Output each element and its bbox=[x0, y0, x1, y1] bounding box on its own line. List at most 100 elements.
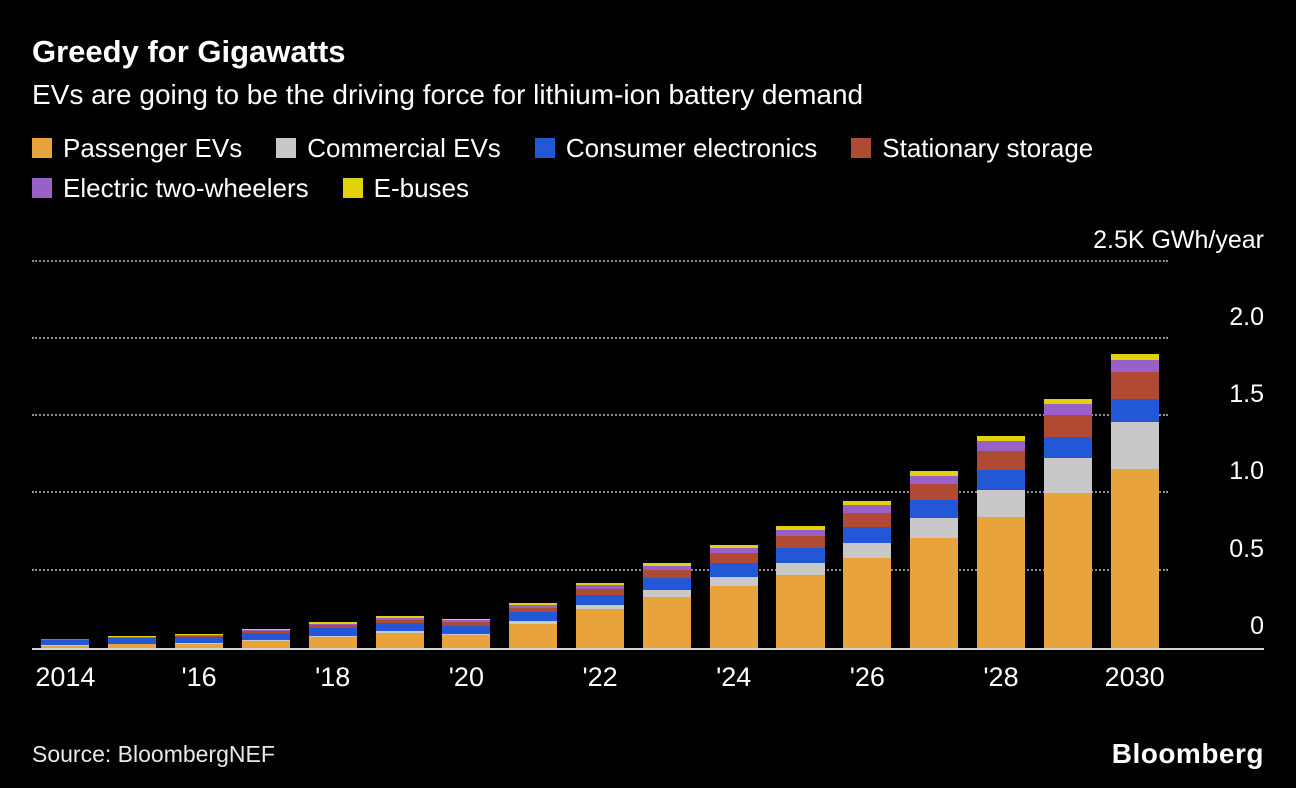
legend-item-electric-two-wheelers: Electric two-wheelers bbox=[32, 173, 309, 204]
x-axis-label: '20 bbox=[448, 661, 484, 692]
bar-segment bbox=[241, 629, 290, 631]
bar-segment bbox=[442, 635, 491, 648]
bar-segment bbox=[308, 625, 357, 629]
bar-segment bbox=[1043, 398, 1092, 404]
legend-label: E-buses bbox=[373, 172, 470, 203]
bar-segment bbox=[843, 501, 892, 506]
bar-segment bbox=[175, 643, 224, 648]
gridline bbox=[32, 337, 1168, 340]
bar-segment bbox=[375, 619, 424, 624]
bar-segment bbox=[241, 633, 290, 640]
stacked-bar bbox=[976, 262, 1026, 648]
bar-2028 bbox=[968, 262, 1035, 648]
bar-segment bbox=[1110, 359, 1159, 373]
bars bbox=[32, 262, 1168, 648]
legend-item-passenger-evs: Passenger EVs bbox=[32, 133, 242, 164]
bar-segment bbox=[976, 516, 1026, 648]
bar-segment bbox=[108, 644, 157, 648]
stacked-bar bbox=[308, 262, 357, 648]
bar-segment bbox=[642, 596, 691, 648]
x-axis-label: 2030 bbox=[1104, 661, 1165, 692]
bar-segment bbox=[41, 645, 90, 648]
bar-segment bbox=[509, 623, 558, 648]
legend-swatch bbox=[851, 138, 872, 159]
stacked-bar bbox=[1110, 262, 1159, 648]
bar-segment bbox=[976, 441, 1026, 451]
bar-2025 bbox=[767, 262, 834, 648]
legend-label: Stationary storage bbox=[882, 132, 1094, 163]
bar-segment bbox=[642, 565, 691, 571]
stacked-bar bbox=[709, 262, 758, 648]
y-axis-label: 0 bbox=[1250, 611, 1264, 640]
stacked-bar bbox=[108, 262, 157, 648]
bar-segment bbox=[976, 470, 1026, 490]
bar-segment bbox=[1043, 414, 1092, 438]
bar-segment bbox=[1043, 493, 1092, 648]
stacked-bar bbox=[241, 262, 290, 648]
bar-segment bbox=[308, 637, 357, 648]
bar-segment bbox=[843, 542, 892, 559]
gridline bbox=[32, 491, 1168, 494]
bar-segment bbox=[709, 586, 758, 648]
stacked-bar bbox=[843, 262, 892, 648]
bar-segment bbox=[575, 604, 625, 610]
bar-2024 bbox=[700, 262, 767, 648]
x-axis-label: '22 bbox=[582, 661, 618, 692]
gridline bbox=[32, 259, 1168, 262]
legend-swatch bbox=[342, 178, 363, 199]
y-axis-label: 1.0 bbox=[1229, 457, 1264, 486]
bar-segment bbox=[976, 450, 1026, 471]
stacked-bar bbox=[575, 262, 625, 648]
plot-area: 2.5K GWh/year 2.0 1.5 1.0 0.5 0 bbox=[32, 226, 1264, 650]
bar-segment bbox=[709, 547, 758, 554]
bar-segment bbox=[308, 628, 357, 636]
bar-segment bbox=[776, 548, 825, 563]
bar-2029 bbox=[1034, 262, 1101, 648]
x-axis-label: '18 bbox=[315, 661, 351, 692]
y-axis-label: 1.5 bbox=[1229, 380, 1264, 409]
bar-2021 bbox=[500, 262, 567, 648]
bar-segment bbox=[709, 544, 758, 548]
bar-segment bbox=[776, 526, 825, 530]
bar-segment bbox=[41, 639, 90, 641]
chart-subtitle: EVs are going to be the driving force fo… bbox=[32, 78, 864, 110]
legend-swatch bbox=[32, 178, 52, 199]
bar-segment bbox=[375, 631, 424, 634]
x-axis-label bbox=[99, 662, 166, 693]
bar-segment bbox=[575, 585, 625, 589]
legend-item-e-buses: E-buses bbox=[342, 172, 470, 204]
bar-segment bbox=[575, 588, 625, 595]
legend-item-consumer-electronics: Consumer electronics bbox=[534, 133, 817, 164]
y-axis-label: 2.5K GWh/year bbox=[1093, 225, 1264, 254]
gridline bbox=[32, 568, 1168, 571]
bar-segment bbox=[241, 631, 290, 634]
bar-segment bbox=[375, 618, 424, 620]
stacked-bar bbox=[442, 262, 491, 648]
x-axis-label bbox=[633, 662, 700, 693]
bar-2014 bbox=[32, 262, 99, 648]
bar-segment bbox=[509, 607, 558, 613]
bar-segment bbox=[910, 475, 959, 485]
bar-segment bbox=[241, 640, 290, 648]
bar-segment bbox=[108, 643, 157, 645]
bar-segment bbox=[241, 630, 290, 632]
bar-segment bbox=[1110, 399, 1159, 423]
bar-segment bbox=[1110, 422, 1159, 469]
x-axis-label: '24 bbox=[716, 661, 752, 692]
x-axis-label bbox=[500, 662, 567, 693]
bar-segment bbox=[108, 638, 157, 644]
x-axis-label: '16 bbox=[181, 661, 217, 692]
bar-2017 bbox=[232, 262, 299, 648]
bar-2022 bbox=[567, 262, 634, 648]
bar-segment bbox=[642, 578, 691, 590]
bar-segment bbox=[175, 642, 224, 644]
bar-segment bbox=[1110, 353, 1159, 360]
bar-segment bbox=[41, 639, 90, 640]
bar-segment bbox=[175, 634, 224, 636]
y-axis-label: 0.5 bbox=[1229, 534, 1264, 563]
bar-segment bbox=[509, 602, 558, 605]
bar-segment bbox=[41, 640, 90, 646]
bar-segment bbox=[843, 505, 892, 513]
legend-swatch bbox=[534, 138, 555, 159]
